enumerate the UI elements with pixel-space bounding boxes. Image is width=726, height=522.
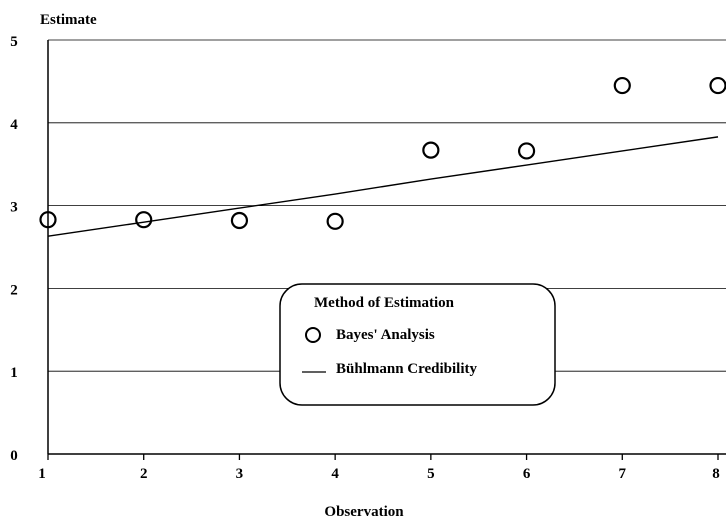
buhlmann-credibility-line bbox=[47, 136, 719, 237]
bayes-point-6 bbox=[517, 142, 536, 160]
legend-marker-bayes bbox=[305, 327, 321, 343]
x-tick-label-6: 6 bbox=[523, 466, 531, 482]
y-axis-label: Estimate bbox=[40, 12, 97, 28]
x-tick-label-3: 3 bbox=[236, 466, 244, 482]
bayes-point-4 bbox=[326, 212, 344, 230]
legend-title: Method of Estimation bbox=[314, 295, 455, 311]
y-tick-label-2: 2 bbox=[10, 282, 18, 298]
x-tick-labels: 1 2 3 4 5 6 7 8 bbox=[38, 454, 720, 482]
y-tick-labels: 0 1 2 3 4 5 bbox=[10, 34, 18, 464]
legend-label-buhlmann: Bühlmann Credibility bbox=[336, 361, 478, 377]
y-tick-label-0: 0 bbox=[10, 448, 18, 464]
legend-box bbox=[279, 283, 556, 406]
x-tick-label-2: 2 bbox=[140, 466, 148, 482]
y-tick-label-4: 4 bbox=[10, 117, 18, 133]
x-axis-label: Observation bbox=[324, 504, 404, 520]
x-tick-label-4: 4 bbox=[331, 466, 339, 482]
y-tick-label-3: 3 bbox=[10, 200, 18, 216]
legend-label-bayes: Bayes' Analysis bbox=[336, 327, 435, 343]
buhlmann-credibility-series bbox=[47, 136, 719, 237]
bayes-point-5 bbox=[422, 141, 440, 159]
legend: Method of Estimation Bayes' Analysis Büh… bbox=[279, 283, 556, 406]
axes bbox=[47, 40, 726, 455]
x-tick-label-7: 7 bbox=[619, 466, 627, 482]
x-tick-label-5: 5 bbox=[427, 466, 435, 482]
bayes-point-1 bbox=[39, 211, 57, 229]
bayes-point-3 bbox=[230, 211, 249, 230]
y-tick-label-1: 1 bbox=[10, 365, 18, 381]
bayes-point-7 bbox=[613, 76, 631, 95]
x-tick-label-1: 1 bbox=[38, 466, 46, 482]
bayes-point-2 bbox=[135, 211, 153, 229]
bayes-analysis-series bbox=[39, 76, 726, 230]
bayes-point-8 bbox=[709, 76, 726, 95]
y-tick-label-5: 5 bbox=[10, 34, 18, 50]
gridlines bbox=[48, 39, 726, 372]
x-tick-label-8: 8 bbox=[712, 466, 720, 482]
